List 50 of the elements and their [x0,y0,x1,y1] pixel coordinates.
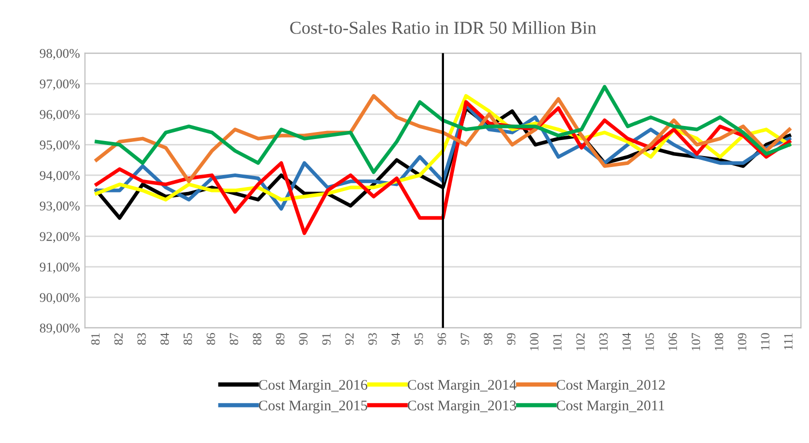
x-tick-label: 92 [345,333,354,345]
x-tick-label: 104 [622,332,631,350]
y-tick-label: 90,00% [40,293,80,304]
y-tick-label: 91,00% [40,262,80,274]
x-tick-label: 107 [692,333,700,350]
x-tick-label: 91 [322,333,331,345]
x-tick-label: 97 [460,333,470,345]
x-tick-label: 94 [391,332,400,345]
x-tick-label: 83 [137,333,146,345]
x-tick-label: 95 [414,333,423,345]
x-tick-label: 100 [530,333,538,350]
legend-label: Cost Margin_2014 [408,380,516,393]
legend-label: Cost Margin_2015 [258,400,368,414]
y-tick-label: 94,00% [40,171,80,182]
x-tick-label: 103 [599,333,608,350]
y-tick-label: 98,00% [40,48,80,60]
x-tick-label: 105 [645,333,654,350]
x-tick-label: 82 [114,333,123,345]
y-tick-label: 97,00% [40,79,80,90]
x-tick-label: 98 [484,333,492,345]
x-tick-label: 84 [160,332,169,345]
x-tick-label: 101 [553,333,562,350]
legend-label: Cost Margin_2012 [556,380,665,393]
x-tick-label: 109 [738,333,746,350]
x-tick-label: 81 [91,333,100,345]
x-tick-label: 96 [438,333,446,345]
y-tick-label: 92,00% [40,232,80,243]
x-tick-label: 86 [206,333,216,345]
x-tick-label: 87 [230,333,238,345]
x-tick-label: 111 [784,333,792,350]
x-tick-label: 88 [252,333,262,345]
y-tick-label: 95,00% [40,140,80,152]
line-series [94,94,792,184]
y-tick-label: 96,00% [40,110,80,121]
chart-title: Cost-to-Sales Ratio in IDR 50 Million Bin [290,21,596,34]
legend-label: Cost Margin_2011 [556,400,664,414]
legend-label: Cost Margin_2013 [408,400,516,414]
x-tick-label: 102 [576,333,585,350]
x-tick-label: 108 [714,333,724,350]
x-tick-label: 85 [184,333,192,345]
x-tick-label: 93 [368,333,377,345]
x-tick-label: 99 [506,333,516,345]
x-tick-label: 90 [299,333,308,345]
line-series [94,84,792,174]
x-tick-label: 106 [668,333,678,350]
y-tick-label: 89,00% [40,324,80,334]
legend-label: Cost Margin_2016 [258,380,368,393]
x-tick-label: 110 [760,333,770,350]
y-tick-label: 93,00% [40,202,80,212]
x-tick-label: 89 [276,333,284,345]
